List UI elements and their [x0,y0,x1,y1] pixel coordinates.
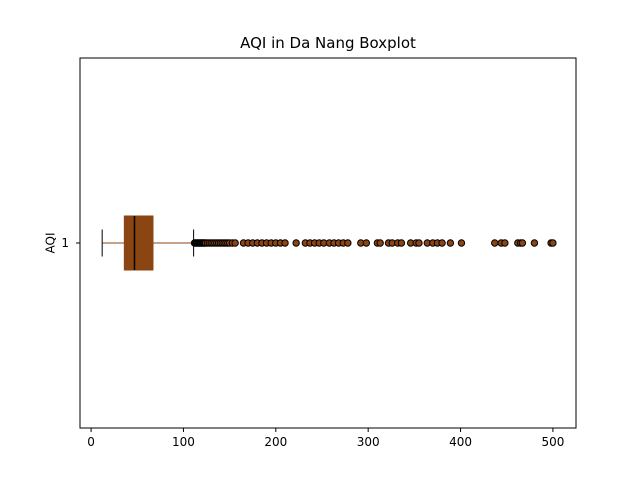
outlier-point [446,239,455,247]
outlier-point [231,239,239,247]
outlier-point [457,239,466,247]
x-tick-label: 100 [172,435,195,449]
outlier-point [344,239,352,247]
y-tick-label: 1 [61,236,69,250]
outlier-point [362,239,371,247]
outlier-point [530,239,539,247]
x-tick-label: 300 [357,435,380,449]
x-tick-label: 400 [449,435,472,449]
x-tick-label: 0 [87,435,95,449]
outlier-point [415,239,423,247]
outlier-point [438,239,446,247]
outlier-point [501,239,509,247]
x-tick-label: 500 [541,435,564,449]
outlier-point [549,239,557,247]
outlier-point [292,239,300,247]
outlier-point [491,239,499,247]
outlier-point [281,239,289,247]
chart-title: AQI in Da Nang Boxplot [240,34,416,52]
iqr-box [123,215,154,271]
outlier-point [397,239,406,247]
x-tick-label: 200 [264,435,287,449]
outlier-point [518,239,527,247]
outlier-point [376,239,384,247]
